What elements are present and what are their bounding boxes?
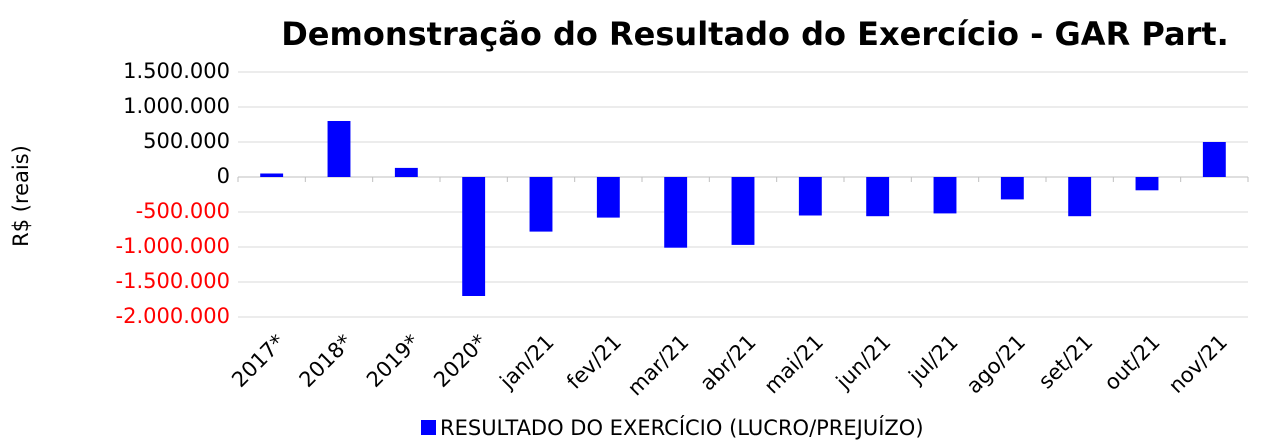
bar [1202,142,1226,177]
bar [596,177,620,218]
x-tick-label: 2019* [362,330,424,392]
bar [462,177,486,296]
bar [260,173,284,177]
x-tick-label: jun/21 [831,330,896,395]
bar [1068,177,1092,217]
legend-swatch [421,420,436,435]
y-axis-label: R$ (reais) [9,145,33,247]
bar [664,177,688,248]
x-tick-label: nov/21 [1164,330,1232,398]
bar [731,177,755,245]
x-tick-label: out/21 [1100,330,1165,395]
y-tick-label: 500.000 [143,129,230,153]
y-tick-label: 1.000.000 [123,94,230,118]
bar [1000,177,1024,200]
x-tick-label: jan/21 [495,330,559,394]
x-tick-label: 2018* [295,330,357,392]
bar [529,177,553,232]
y-tick-label: 1.500.000 [123,59,230,83]
bar [327,121,351,177]
x-tick-label: 2020* [429,330,491,392]
x-tick-label: 2017* [227,330,289,392]
legend-label: RESULTADO DO EXERCÍCIO (LUCRO/PREJUÍZO) [440,415,924,440]
bar [866,177,890,217]
bar [798,177,822,216]
y-tick-label: -1.500.000 [116,269,230,293]
bar [1135,177,1159,191]
x-tick-label: mar/21 [623,330,694,401]
bar [933,177,957,214]
x-tick-label: abr/21 [695,330,761,396]
y-tick-label: -2.000.000 [116,304,230,328]
chart-title: Demonstração do Resultado do Exercício -… [281,15,1229,53]
x-tick-label: mai/21 [760,330,829,399]
y-tick-label: 0 [217,164,230,188]
x-tick-label: ago/21 [962,330,1030,398]
y-tick-label: -500.000 [136,199,230,223]
x-tick-label: jul/21 [904,330,963,389]
x-tick-label: set/21 [1034,330,1098,394]
x-tick-label: fev/21 [562,330,626,394]
bar [394,167,418,177]
y-tick-label: -1.000.000 [116,234,230,258]
